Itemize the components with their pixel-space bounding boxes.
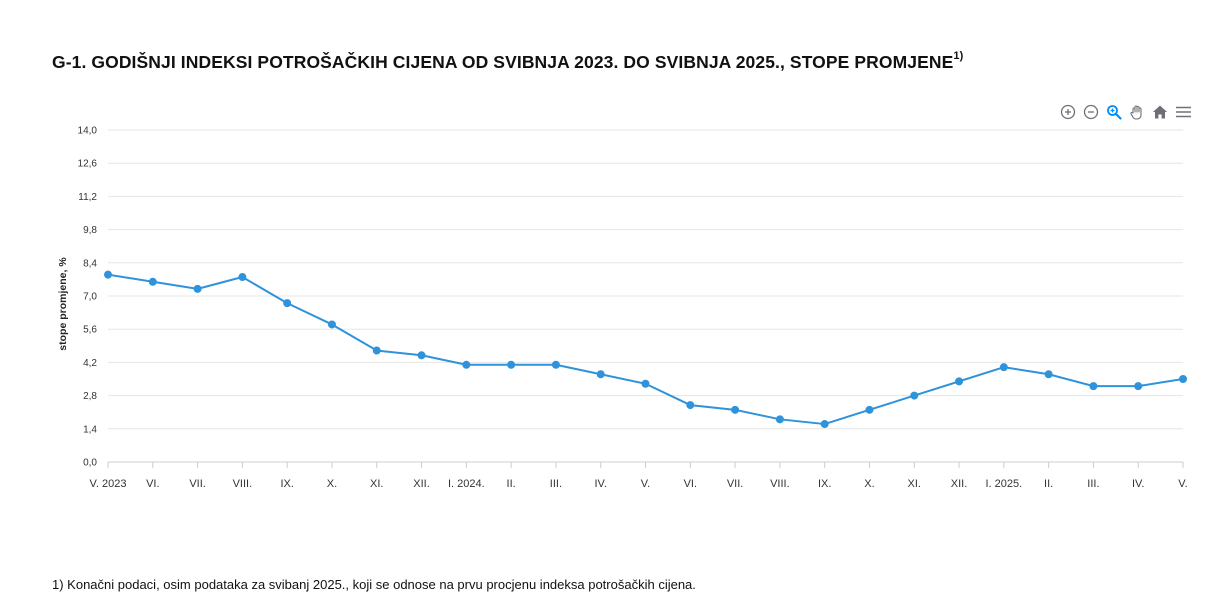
x-tick-label: IV.	[594, 478, 606, 490]
data-point[interactable]	[462, 360, 471, 369]
data-point[interactable]	[372, 346, 381, 355]
x-tick-label: IX.	[818, 478, 831, 490]
chart-title: G-1. GODIŠNJI INDEKSI POTROŠAČKIH CIJENA…	[52, 50, 964, 73]
data-point[interactable]	[417, 351, 426, 360]
grid-lines	[108, 129, 1183, 463]
x-tick-label: XI.	[908, 478, 921, 490]
x-tick-label: XII.	[413, 478, 430, 490]
x-tick-label: VII.	[727, 478, 744, 490]
y-tick-label: 8,4	[83, 258, 97, 269]
chart-toolbar	[1058, 102, 1193, 122]
series-layer	[104, 270, 1187, 429]
x-tick-label: V.	[1178, 478, 1187, 490]
home-icon[interactable]	[1150, 102, 1170, 122]
data-point[interactable]	[1089, 382, 1098, 391]
y-tick-label: 9,8	[83, 225, 97, 236]
chart-title-note-mark: 1)	[953, 50, 964, 63]
x-tick-label: VIII.	[770, 478, 790, 490]
x-tick-label: XI.	[370, 478, 383, 490]
data-point[interactable]	[731, 405, 740, 414]
data-point[interactable]	[820, 420, 829, 429]
x-tick-label: X.	[864, 478, 874, 490]
y-tick-label: 14,0	[78, 126, 98, 137]
y-axis-label: stope promjene, %	[57, 257, 69, 351]
data-point[interactable]	[1134, 382, 1143, 391]
data-point[interactable]	[865, 405, 874, 414]
x-tick-label: VII.	[189, 478, 206, 490]
magnifier-icon[interactable]	[1104, 102, 1124, 122]
x-tick-label: IX.	[280, 478, 293, 490]
y-tick-label: 12,6	[78, 159, 98, 170]
y-tick-label: 2,8	[83, 391, 97, 402]
y-tick-label: 11,2	[78, 192, 97, 203]
chart-title-text: G-1. GODIŠNJI INDEKSI POTROŠAČKIH CIJENA…	[52, 52, 954, 72]
y-tick-label: 4,2	[83, 358, 97, 369]
data-point[interactable]	[551, 360, 560, 369]
data-point[interactable]	[641, 379, 650, 388]
x-axis-ticks: V. 2023 VI. VII. VIII. IX. X. XI. XII. I. 2024. I…	[90, 462, 1188, 490]
y-tick-label: 0,0	[83, 458, 97, 469]
x-tick-label: II.	[507, 478, 516, 490]
data-point[interactable]	[1179, 375, 1187, 383]
x-tick-label: IV.	[1132, 478, 1144, 490]
y-tick-label: 1,4	[83, 424, 97, 435]
hand-icon[interactable]	[1127, 102, 1147, 122]
data-point[interactable]	[999, 363, 1008, 372]
data-point[interactable]	[148, 277, 157, 286]
x-tick-label: VIII.	[233, 478, 253, 490]
data-point[interactable]	[507, 360, 516, 369]
x-tick-label: VI.	[684, 478, 697, 490]
x-tick-label: I. 2024.	[448, 478, 485, 490]
x-tick-label: V.	[641, 478, 650, 490]
data-point[interactable]	[327, 320, 336, 329]
data-point[interactable]	[283, 299, 292, 308]
series-line	[107, 273, 1184, 426]
x-tick-label: I. 2025.	[985, 478, 1022, 490]
zoom-out-icon[interactable]	[1081, 102, 1101, 122]
menu-icon[interactable]	[1173, 102, 1193, 122]
x-tick-label: VI.	[146, 478, 159, 490]
data-point[interactable]	[955, 377, 964, 386]
data-point[interactable]	[686, 401, 695, 410]
data-point[interactable]	[910, 391, 919, 400]
data-point[interactable]	[775, 415, 784, 424]
x-tick-label: III.	[1087, 478, 1099, 490]
zoom-in-icon[interactable]	[1058, 102, 1078, 122]
y-axis-ticks: 0,0 1,4 2,8 4,2 5,6 7,0 8,4 9,8 11,2 12,6 14,0	[78, 126, 98, 469]
x-tick-label: X.	[327, 478, 337, 490]
footnote: 1) Konačni podaci, osim podataka za svib…	[52, 577, 696, 592]
y-tick-label: 5,6	[83, 325, 97, 336]
x-tick-label: III.	[550, 478, 562, 490]
data-point[interactable]	[596, 370, 605, 379]
x-tick-label: V. 2023	[90, 478, 127, 490]
x-tick-label: XII.	[951, 478, 968, 490]
data-point[interactable]	[1044, 370, 1053, 379]
x-tick-label: II.	[1044, 478, 1053, 490]
data-point[interactable]	[238, 273, 247, 282]
data-point[interactable]	[193, 284, 202, 293]
y-tick-label: 7,0	[83, 292, 97, 303]
data-point[interactable]	[104, 270, 112, 279]
